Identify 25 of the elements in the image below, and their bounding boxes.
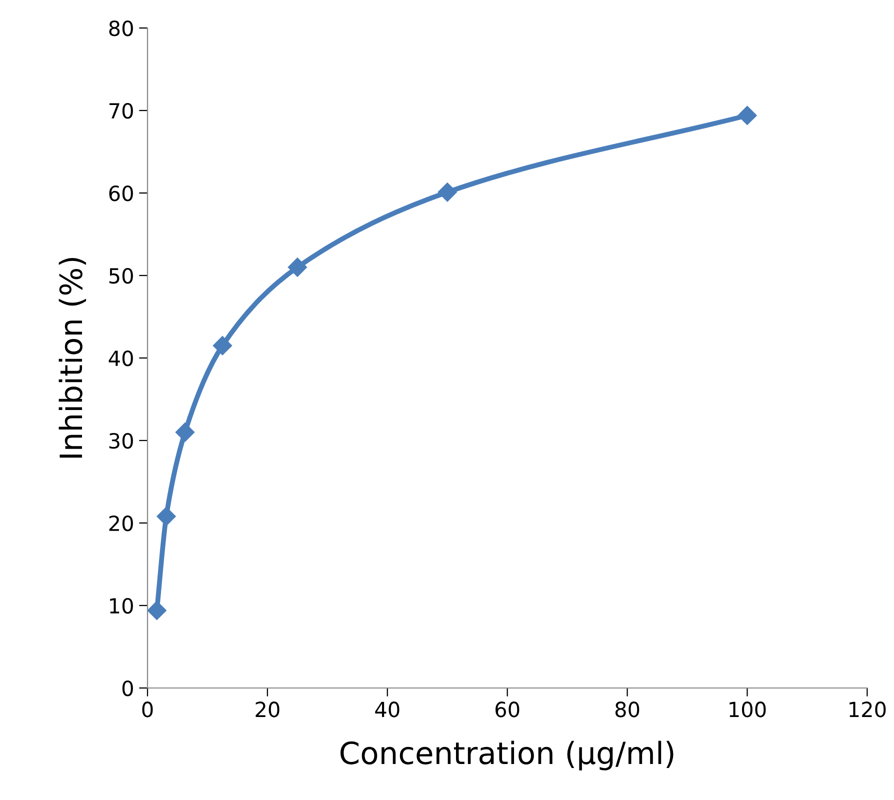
y-tick-label: 10 [110,598,133,614]
point [148,600,166,620]
point [175,422,195,442]
point [288,258,307,277]
x-tick-label: 40 [375,702,400,718]
y-tick-label: 0 [122,680,133,696]
y-tick-label: 50 [109,268,133,284]
y-axis-title: Inhibition (%) [58,258,86,458]
y-tick-label: 60 [109,185,133,202]
point [156,506,176,526]
x-axis-title: Concentration (µg/ml) [340,740,674,770]
x-tick-label: 20 [256,702,280,718]
y-tick-label: 40 [108,350,133,366]
y-tick-label: 20 [109,515,133,532]
x-tick-label: 0 [142,702,153,718]
y-tick-label: 80 [109,20,133,36]
point [738,106,757,125]
point [212,336,232,356]
x-tick-label: 60 [496,702,520,718]
x-tick-label: 100 [730,702,766,718]
x-tick-label: 120 [850,702,886,718]
point [438,182,457,202]
y-tick-label: 70 [110,102,133,119]
x-tick-label: 80 [615,702,640,718]
y-tick-label: 30 [109,432,133,449]
